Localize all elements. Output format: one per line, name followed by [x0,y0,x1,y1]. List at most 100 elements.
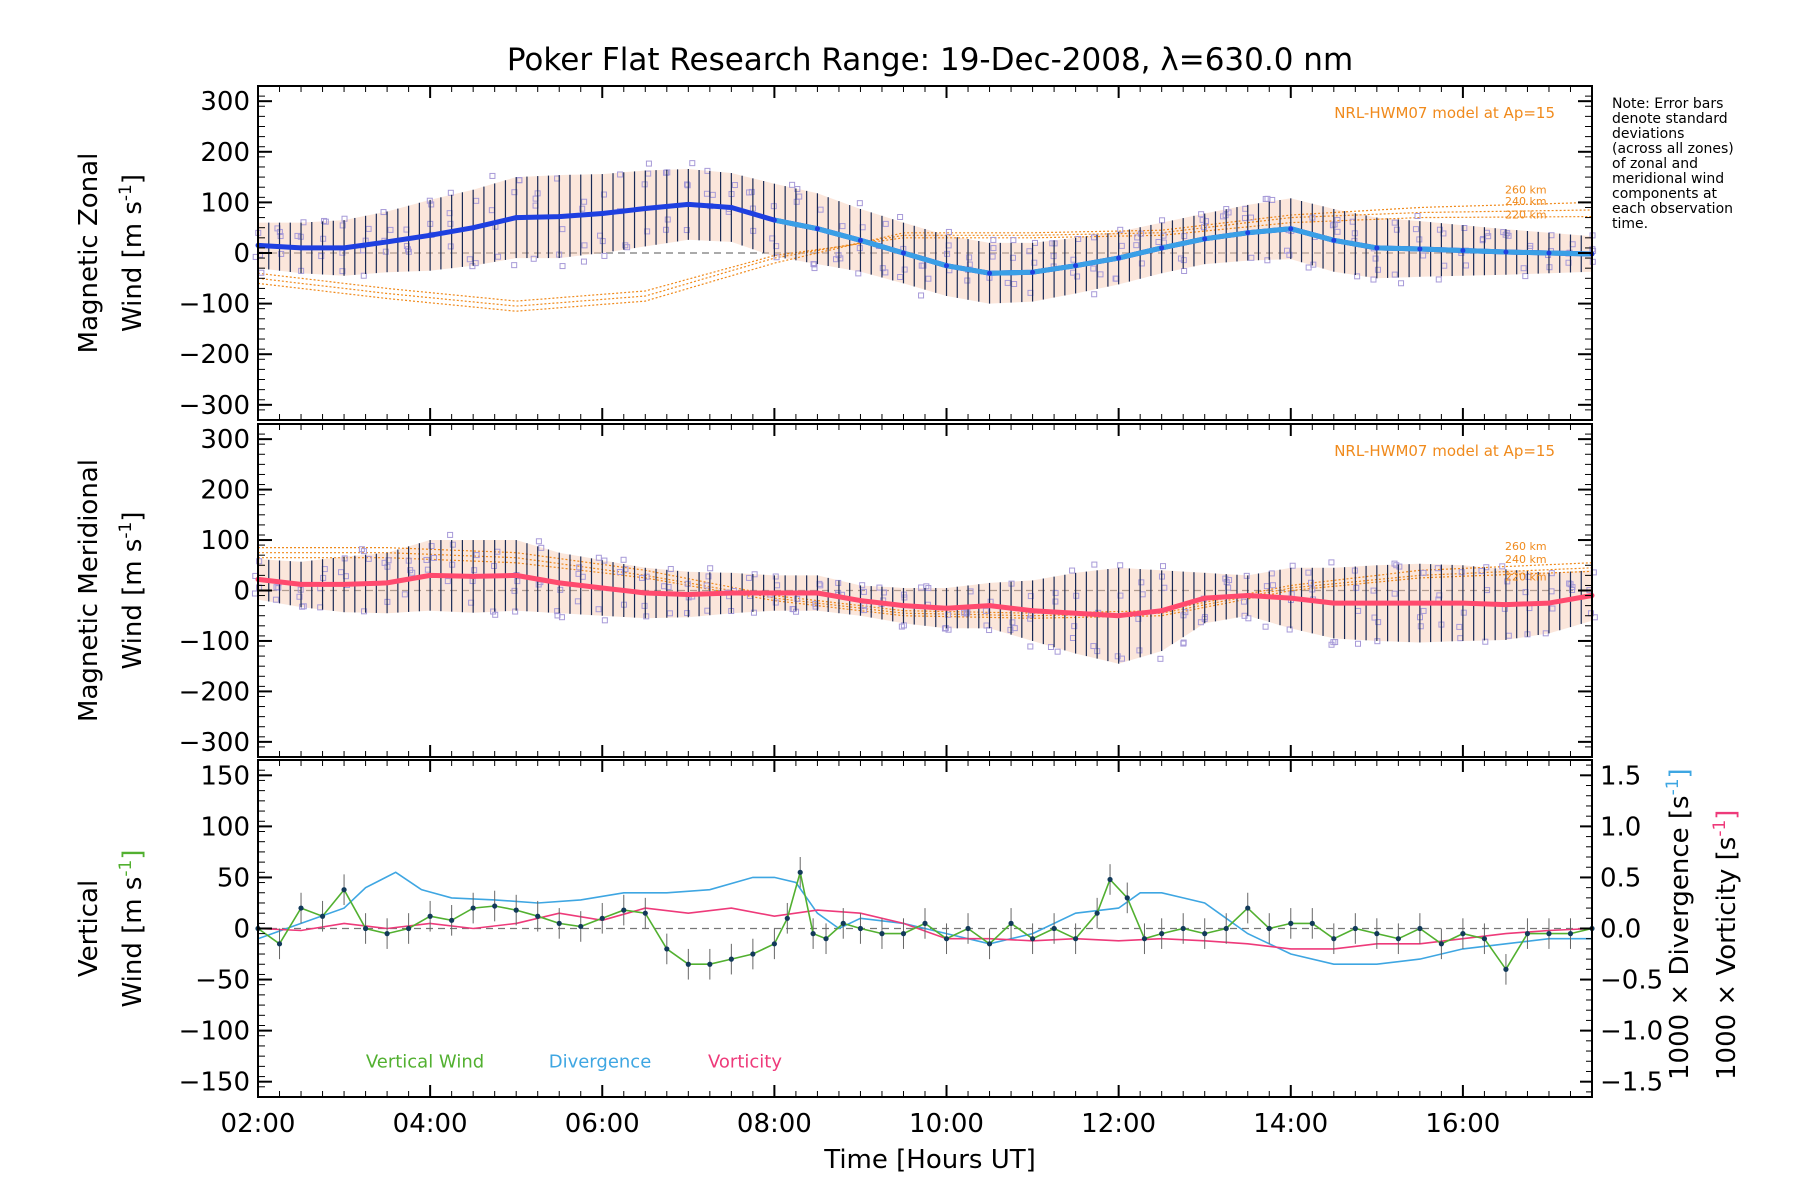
zone-sample-meridional [835,579,842,586]
vertical-wind-point [685,961,691,967]
zone-sample-meridional [1566,580,1573,587]
zone-sample-meridional [341,555,348,562]
zone-sample-meridional [576,564,583,571]
vertical-wind-point [341,887,347,893]
vertical-wind-point [1546,931,1552,937]
y-axis-tick-label: −150 [179,1068,250,1098]
y-axis-tick-label: 0 [233,239,250,269]
data-point-zonal [900,250,906,256]
data-point-meridional [1460,600,1466,606]
data-point-zonal [944,263,950,269]
vertical-wind-point [276,941,283,947]
zone-sample-meridional [490,608,497,615]
zone-sample-zonal [990,236,997,243]
zone-sample-meridional [1549,605,1556,612]
zone-sample-meridional [601,617,608,624]
zone-sample-zonal [773,254,780,261]
zone-sample-zonal [489,172,496,179]
right-axis-tick-label: 1.0 [1600,812,1641,842]
zone-sample-meridional [296,593,303,600]
y-axis-tick-label: −50 [195,966,250,996]
model-altitude-label: 220 km [1505,570,1547,583]
y-axis-tick-label: −200 [179,340,250,370]
zone-sample-meridional [538,544,545,551]
y-axis-tick-label: 100 [200,188,250,218]
zone-sample-meridional [643,573,650,580]
zone-sample-zonal [945,228,952,235]
data-point-zonal [1202,236,1208,242]
zone-sample-meridional [256,558,263,565]
zone-sample-meridional [1456,623,1463,630]
zone-sample-zonal [856,200,863,207]
zone-sample-meridional [423,556,430,563]
data-point-meridional [341,581,347,587]
zone-sample-zonal [322,218,329,225]
data-point-zonal [599,211,605,217]
model-altitude-label: 240 km [1505,195,1547,208]
zone-sample-zonal [1031,259,1038,266]
zone-sample-meridional [1353,584,1360,591]
right-axis-tick-label: 0.0 [1600,915,1641,945]
zone-sample-zonal [1137,230,1144,237]
zone-sample-meridional [859,582,866,589]
zone-sample-meridional [860,588,867,595]
vertical-wind-point [449,917,455,923]
zone-sample-zonal [964,277,971,284]
zone-sample-meridional [558,614,565,621]
zone-sample-zonal [339,222,346,229]
vertical-wind-point [1051,925,1057,932]
zone-sample-meridional [1157,655,1164,662]
data-point-meridional [1288,595,1294,601]
right-axis-tick-label: 1.5 [1600,761,1641,791]
y-axis-tick-label: −300 [179,391,250,421]
series-line-vertical-wind [257,872,1593,971]
x-axis-tick-label: 08:00 [737,1109,812,1139]
x-axis-tick-label: 06:00 [565,1109,640,1139]
zone-sample-zonal [580,258,587,265]
zone-sample-zonal [684,182,691,189]
zone-sample-zonal [817,206,824,213]
zone-sample-meridional [401,591,408,598]
data-point-meridional [685,592,691,598]
zone-sample-zonal [1117,226,1124,233]
vertical-wind-point [823,936,829,942]
zone-sample-zonal [663,226,670,233]
vertical-wind-point [535,913,541,919]
right-axis-tick-label: −1.5 [1600,1068,1663,1098]
vertical-wind-point [406,925,412,932]
zone-sample-zonal [278,250,285,257]
note-line: components at [1612,186,1718,202]
zone-sample-zonal [1286,251,1293,258]
zone-sample-zonal [689,160,696,167]
zone-sample-meridional [444,578,451,585]
zone-sample-zonal [1010,237,1017,244]
data-point-meridional [298,581,304,587]
y-axis-tick-label: 150 [200,761,250,791]
data-point-meridional [1202,595,1208,601]
data-point-zonal [298,245,304,251]
y-axis-tick-label: 200 [200,476,250,506]
zone-sample-meridional [1482,638,1489,645]
data-point-zonal [728,204,734,210]
zone-sample-meridional [707,565,714,572]
vertical-wind-point [810,931,816,937]
y-axis-label-close: ] [118,850,148,860]
zone-sample-zonal [277,233,284,240]
zone-sample-meridional [1355,640,1362,647]
right-axis-label-divergence: 1000 × Divergence [s-1] [1663,768,1695,1080]
series-line-zonal-late [773,217,1593,276]
y-axis-tick-label: 300 [200,425,250,455]
data-point-zonal [1288,226,1294,232]
vertical-wind-point [771,941,777,947]
data-point-meridional [513,572,519,578]
vertical-wind-point [986,941,993,947]
vertical-wind-point [492,903,498,909]
zone-sample-meridional [861,607,868,614]
zone-sample-zonal [684,181,691,188]
zone-sample-zonal [1370,276,1377,283]
zone-sample-meridional [1009,619,1016,626]
zone-sample-zonal [1200,224,1207,231]
zone-sample-meridional [473,552,480,559]
vertical-wind-point [621,907,627,913]
